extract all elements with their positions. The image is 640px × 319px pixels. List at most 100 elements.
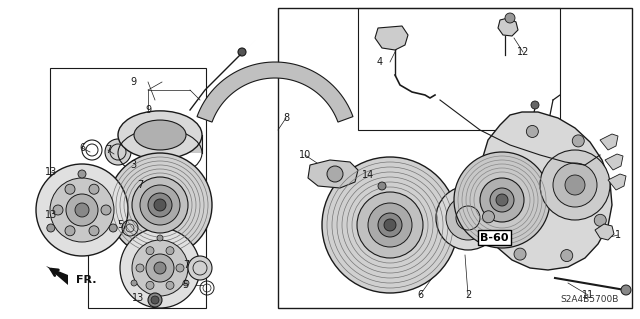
- Polygon shape: [600, 134, 618, 150]
- Text: S2A4B5700B: S2A4B5700B: [561, 295, 619, 305]
- Circle shape: [327, 166, 343, 182]
- Polygon shape: [608, 174, 626, 190]
- Polygon shape: [308, 160, 358, 188]
- Polygon shape: [480, 112, 612, 270]
- Text: 9: 9: [130, 77, 136, 87]
- Circle shape: [378, 182, 386, 190]
- Circle shape: [357, 192, 423, 258]
- Circle shape: [553, 163, 597, 207]
- Circle shape: [384, 219, 396, 231]
- Text: 13: 13: [45, 167, 57, 177]
- Circle shape: [59, 208, 73, 222]
- Text: 11: 11: [582, 290, 594, 300]
- Circle shape: [526, 125, 538, 137]
- Circle shape: [490, 188, 514, 212]
- Circle shape: [120, 228, 200, 308]
- Circle shape: [132, 177, 188, 233]
- Polygon shape: [197, 62, 353, 122]
- Circle shape: [480, 178, 524, 222]
- Circle shape: [157, 235, 163, 241]
- Circle shape: [368, 203, 412, 247]
- Circle shape: [78, 170, 86, 178]
- Text: 8: 8: [283, 113, 289, 123]
- Text: B-60: B-60: [480, 233, 508, 243]
- Circle shape: [572, 135, 584, 147]
- Circle shape: [454, 152, 550, 248]
- Circle shape: [148, 293, 162, 307]
- Circle shape: [47, 224, 55, 232]
- Text: 4: 4: [377, 57, 383, 67]
- Text: 7: 7: [137, 180, 143, 190]
- Circle shape: [101, 205, 111, 215]
- Text: 6: 6: [417, 290, 423, 300]
- Text: 12: 12: [517, 47, 529, 57]
- Circle shape: [154, 199, 166, 211]
- Text: 3: 3: [130, 160, 136, 170]
- Circle shape: [105, 139, 131, 165]
- Text: 7: 7: [183, 260, 189, 270]
- Circle shape: [146, 247, 154, 255]
- Circle shape: [176, 264, 184, 272]
- Text: FR.: FR.: [76, 275, 97, 285]
- Text: 13: 13: [45, 210, 57, 220]
- Circle shape: [561, 249, 573, 262]
- Circle shape: [154, 262, 166, 274]
- Circle shape: [146, 281, 154, 289]
- Text: 9: 9: [145, 105, 151, 115]
- Circle shape: [188, 256, 212, 280]
- Text: 10: 10: [299, 150, 311, 160]
- Circle shape: [62, 211, 70, 219]
- Text: 5: 5: [182, 280, 188, 290]
- Polygon shape: [595, 224, 614, 240]
- Circle shape: [62, 171, 70, 179]
- Circle shape: [131, 280, 137, 286]
- Circle shape: [151, 296, 159, 304]
- Polygon shape: [605, 154, 623, 170]
- Circle shape: [89, 184, 99, 194]
- Circle shape: [595, 214, 606, 226]
- Text: 2: 2: [465, 290, 471, 300]
- Circle shape: [436, 186, 500, 250]
- Circle shape: [505, 13, 515, 23]
- Circle shape: [565, 175, 585, 195]
- Text: 7: 7: [105, 145, 111, 155]
- Text: 13: 13: [132, 293, 144, 303]
- Circle shape: [75, 203, 89, 217]
- Circle shape: [36, 164, 128, 256]
- Text: 1: 1: [615, 230, 621, 240]
- Circle shape: [109, 224, 117, 232]
- Circle shape: [132, 240, 188, 296]
- Ellipse shape: [118, 111, 202, 159]
- Circle shape: [531, 101, 539, 109]
- Circle shape: [166, 281, 174, 289]
- Circle shape: [446, 196, 490, 240]
- Circle shape: [378, 213, 402, 237]
- Circle shape: [108, 153, 212, 257]
- Text: 5: 5: [117, 220, 123, 230]
- Circle shape: [483, 211, 495, 223]
- Circle shape: [50, 178, 114, 242]
- Text: 6: 6: [79, 143, 85, 153]
- Circle shape: [89, 226, 99, 236]
- Polygon shape: [46, 266, 68, 285]
- Circle shape: [148, 193, 172, 217]
- Circle shape: [183, 280, 189, 286]
- Circle shape: [621, 285, 631, 295]
- Circle shape: [146, 254, 174, 282]
- Circle shape: [53, 205, 63, 215]
- FancyBboxPatch shape: [118, 135, 202, 153]
- Circle shape: [540, 150, 610, 220]
- Circle shape: [514, 248, 526, 260]
- Circle shape: [136, 264, 144, 272]
- Circle shape: [238, 48, 246, 56]
- Circle shape: [166, 247, 174, 255]
- Circle shape: [322, 157, 458, 293]
- Circle shape: [140, 185, 180, 225]
- Ellipse shape: [134, 120, 186, 150]
- Circle shape: [65, 184, 75, 194]
- Circle shape: [59, 168, 73, 182]
- Circle shape: [65, 226, 75, 236]
- Polygon shape: [498, 18, 518, 36]
- Polygon shape: [375, 26, 408, 50]
- Circle shape: [66, 194, 98, 226]
